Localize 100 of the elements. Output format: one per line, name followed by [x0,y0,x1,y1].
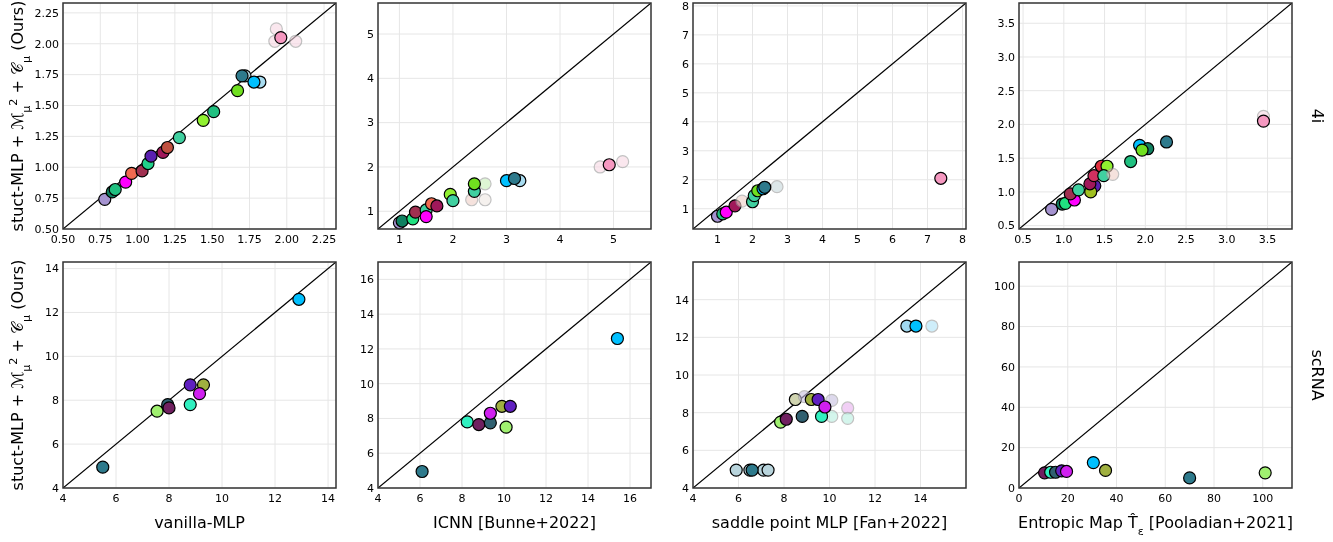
x-tick-label: 8 [165,492,173,505]
x-tick-label: 1 [395,233,403,246]
x-tick-label: 12 [868,492,882,505]
y-tick-label: 1.50 [34,99,59,113]
y-tick-label: 3.0 [997,50,1015,64]
y-tick-label: 1.0 [997,185,1015,199]
y-tick-label: 10 [45,350,59,364]
y-tick-label: 80 [1001,320,1015,334]
y-tick-label: 7 [682,28,689,42]
y-tick-label: 1.25 [34,130,59,144]
y-tick-label: 12 [675,331,689,345]
y-tick-label: 3 [367,116,374,130]
x-tick-label: 3.5 [1258,233,1277,246]
x-tick-label: 6 [416,492,424,505]
y-tick-label: 3 [682,144,689,158]
x-tick-label: 3 [502,233,510,246]
x-axis-title: vanilla-MLP [154,513,246,532]
x-tick-label: 2.25 [311,233,337,246]
y-tick-label: 8 [367,412,374,426]
x-axis-title: ICNN [Bunne+2022] [433,513,596,532]
x-tick-label: 7 [924,233,931,246]
x-tick-label: 5 [610,233,618,246]
y-tick-label: 12 [360,342,374,356]
x-tick-label: 4 [556,233,564,246]
y-tick-label: 5 [367,27,374,41]
y-tick-label: 14 [360,308,374,321]
y-tick-label: 0 [1008,481,1015,495]
x-tick-label: 2.00 [274,233,300,246]
y-tick-label: 0.75 [34,191,59,205]
x-tick-label: 12 [539,492,553,505]
x-tick-label: 10 [497,492,511,505]
x-tick-label: 14 [913,492,928,505]
x-tick-label: 8 [458,492,466,505]
x-tick-label: 80 [1207,492,1221,505]
y-tick-label: 4 [682,481,689,495]
x-tick-label: 3.0 [1218,233,1236,246]
y-tick-label: 1.75 [34,68,59,82]
x-tick-label: 6 [889,233,896,246]
y-tick-label: 6 [682,444,689,458]
x-axis-title: Entropic Map T̂$_{ε}$ [Pooladian+2021] [1018,513,1293,538]
y-tick-label: 8 [682,0,689,13]
x-tick-label: 100 [1252,492,1274,505]
y-tick-label: 2.5 [997,84,1015,98]
x-tick-label: 0.5 [1014,233,1032,246]
x-tick-label: 14 [321,492,336,505]
x-tick-label: 20 [1060,492,1075,505]
x-tick-label: 1.0 [1055,233,1073,246]
y-tick-label: 6 [52,437,59,451]
x-tick-label: 2 [749,233,756,246]
x-tick-label: 10 [822,492,837,505]
x-tick-label: 4 [819,233,826,246]
x-tick-label: 1.5 [1095,233,1114,246]
x-tick-label: 1.75 [237,233,262,246]
x-tick-label: 1.00 [125,233,150,246]
text: 4i [1308,108,1327,124]
y-tick-label: 10 [360,377,374,391]
x-tick-label: 12 [268,492,283,505]
text: scRNA [1308,349,1327,401]
y-tick-label: 14 [675,293,689,307]
y-tick-label: 2 [682,173,689,187]
x-tick-label: 60 [1158,492,1173,505]
y-tick-label: 16 [360,273,374,287]
y-tick-label: 6 [367,447,374,461]
x-tick-label: 0 [1015,492,1023,505]
x-tick-label: 16 [623,492,637,505]
y-tick-label: 1 [367,205,374,219]
x-tick-label: 3 [784,233,791,246]
y-tick-label: 14 [45,262,59,276]
y-tick-label: 1 [682,202,689,216]
y-tick-label: 8 [52,394,59,408]
y-tick-label: 8 [682,406,689,420]
x-tick-label: 10 [215,492,230,505]
x-tick-label: 2 [449,233,457,246]
y-tick-label: 2.00 [34,37,59,51]
x-tick-label: 1.50 [199,233,225,246]
y-tick-label: 2 [367,160,374,174]
x-tick-label: 6 [735,492,742,505]
x-axis-title: saddle point MLP [Fan+2022] [711,513,948,532]
x-tick-label: 2.5 [1177,233,1195,246]
x-tick-label: 14 [581,492,595,505]
x-tick-label: 5 [854,233,861,246]
x-tick-label: 1.25 [162,233,188,246]
y-tick-label: 20 [1001,441,1015,455]
y-tick-label: 4 [367,481,374,495]
y-tick-label: 3.5 [997,17,1015,31]
y-tick-label: 100 [994,280,1015,294]
y-tick-label: 1.5 [997,152,1015,166]
x-tick-label: 40 [1109,492,1124,505]
x-tick-label: 0.75 [88,233,113,246]
x-tick-label: 1 [714,233,721,246]
y-tick-label: 60 [1001,360,1015,374]
x-tick-label: 8 [780,492,788,505]
x-tick-label: 8 [959,233,966,246]
y-tick-label: 4 [682,115,689,129]
y-tick-label: 4 [367,72,374,86]
y-tick-label: 12 [45,306,59,320]
y-tick-label: 2.25 [34,6,59,20]
y-tick-label: 6 [682,57,689,71]
x-tick-label: 6 [112,492,120,505]
y-tick-label: 1.00 [34,161,59,175]
